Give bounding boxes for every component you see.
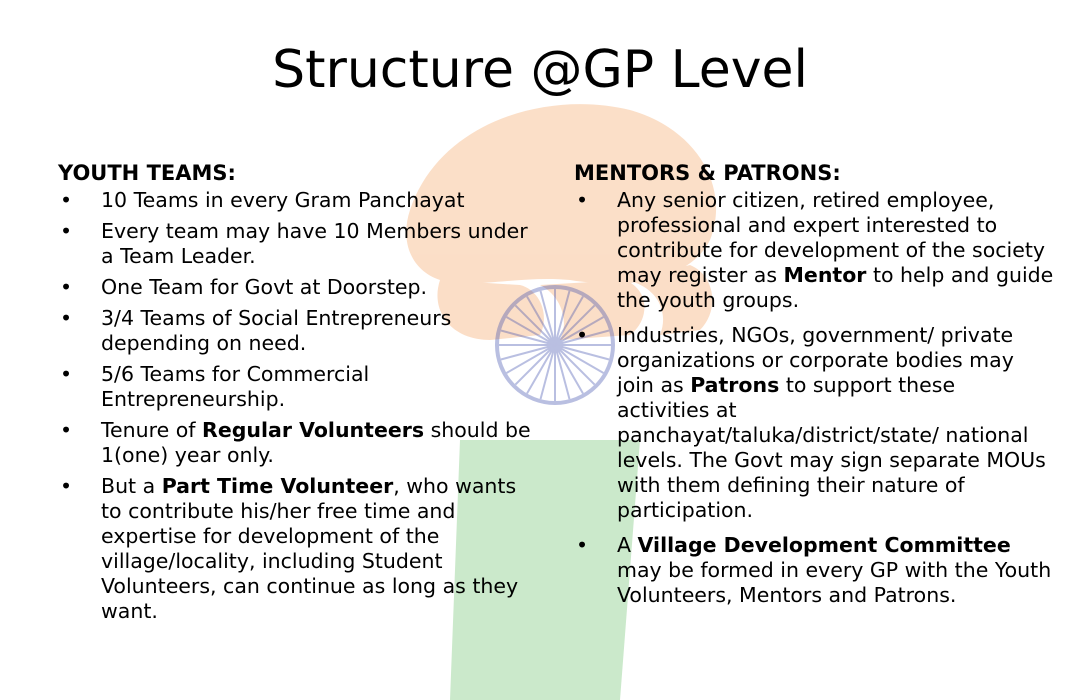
bullet-emphasis: Mentor: [783, 263, 867, 287]
bullet-item: • 3/4 Teams of Social Entrepreneurs depen…: [58, 306, 538, 356]
mentors-patrons-heading: MENTORS & PATRONS:: [574, 161, 841, 185]
youth-teams-column: YOUTH TEAMS: • 10 Teams in every Gram Pan…: [58, 160, 538, 630]
bullet-text: , who wants to contribute his/her free t…: [101, 474, 519, 623]
bullet-emphasis: Regular Volunteers: [202, 418, 425, 442]
bullet-glyph: •: [60, 275, 73, 299]
arm-shape: [450, 440, 640, 700]
bullet-text: Every team may have 10 Members under a T…: [101, 219, 528, 268]
fist-knuckle-3: [625, 265, 713, 335]
emblem-watermark: [406, 104, 717, 700]
bullet-text: 10 Teams in every Gram Panchayat: [101, 188, 465, 212]
bullet-text: 3/4 Teams of Social Entrepreneurs depend…: [101, 306, 452, 355]
bullet-text: Industries, NGOs, government/ private or…: [617, 323, 1014, 397]
bullet-emphasis: Village Development Committee: [637, 533, 1011, 557]
fist-knuckle-2: [540, 280, 645, 340]
bullet-item: • A Village Development Committee may be …: [574, 533, 1054, 608]
bullet-glyph: •: [60, 418, 73, 442]
mentors-patrons-column: MENTORS & PATRONS: • Any senior citizen, …: [574, 160, 1054, 618]
bullet-glyph: •: [60, 188, 73, 212]
mentors-patrons-list: • Any senior citizen, retired employee, p…: [574, 188, 1054, 608]
bullet-text: 5/6 Teams for Commercial Entrepreneurshi…: [101, 362, 370, 411]
bullet-glyph: •: [576, 323, 589, 347]
bullet-emphasis: Part Time Volunteer: [161, 474, 394, 498]
bullet-text: Tenure of: [101, 418, 203, 442]
fist-top: [406, 104, 717, 284]
bullet-glyph: •: [60, 219, 73, 243]
bullet-text: to support these activities at panchayat…: [617, 373, 1046, 522]
chakra-icon: [495, 285, 615, 405]
bullet-glyph: •: [60, 306, 73, 330]
bullet-text: A: [617, 533, 638, 557]
bullet-text: should be 1(one) year only.: [101, 418, 531, 467]
bullet-item: • 10 Teams in every Gram Panchayat: [58, 188, 538, 213]
bullet-glyph: •: [60, 362, 73, 386]
bullet-text: to help and guide the youth groups.: [617, 263, 1054, 312]
bullet-text: may be formed in every GP with the Youth…: [617, 558, 1052, 607]
bullet-item: • But a Part Time Volunteer, who wants to…: [58, 474, 538, 624]
bullet-emphasis: Patrons: [690, 373, 780, 397]
fist-knuckle-1: [437, 280, 544, 340]
bullet-item: • Industries, NGOs, government/ private o…: [574, 323, 1054, 523]
youth-teams-list: • 10 Teams in every Gram Panchayat • Every …: [58, 188, 538, 624]
bullet-text: Any senior citizen, retired employee, pr…: [617, 188, 1045, 287]
bullet-glyph: •: [576, 533, 589, 557]
bullet-glyph: •: [576, 188, 589, 212]
youth-teams-heading: YOUTH TEAMS:: [58, 161, 236, 185]
bullet-text: One Team for Govt at Doorstep.: [101, 275, 428, 299]
bullet-item: • Any senior citizen, retired employee, p…: [574, 188, 1054, 313]
bullet-item: • One Team for Govt at Doorstep.: [58, 275, 538, 300]
bullet-text: But a: [101, 474, 162, 498]
bullet-glyph: •: [60, 474, 73, 498]
slide-title: Structure @GP Level: [272, 40, 808, 100]
bullet-item: • Tenure of Regular Volunteers should be …: [58, 418, 538, 468]
bullet-item: • Every team may have 10 Members under a …: [58, 219, 538, 269]
bullet-item: • 5/6 Teams for Commercial Entrepreneursh…: [58, 362, 538, 412]
